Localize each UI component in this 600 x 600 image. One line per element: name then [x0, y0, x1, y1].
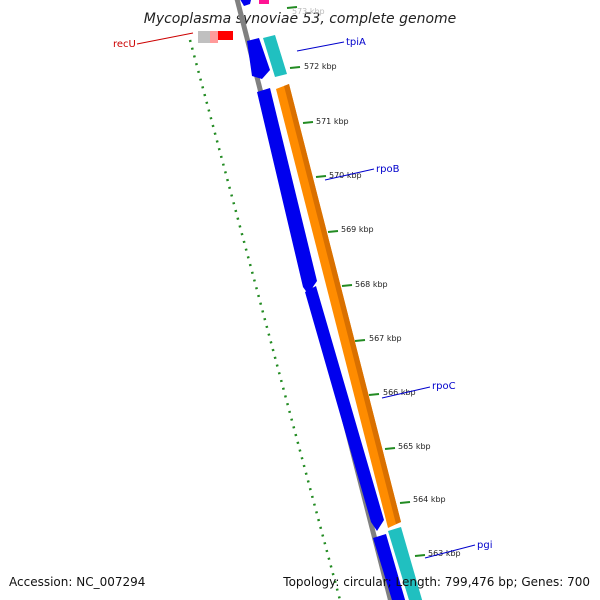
tick-label-partial: 573 kbp: [292, 7, 325, 16]
gene-label-recU: recU: [113, 39, 136, 50]
tick-label: 565 kbp: [398, 442, 431, 451]
cds-rpoC: [305, 286, 384, 531]
reverse-features: [198, 0, 269, 43]
feature-pink-light: [210, 31, 218, 43]
leader-pgi: [424, 544, 476, 559]
gene-label-pgi: pgi: [477, 540, 492, 551]
tick-label: 567 kbp: [369, 334, 402, 343]
feature-orange-edge: [284, 84, 401, 524]
tick-marks: [286, 6, 426, 557]
feature-red: [218, 31, 233, 40]
gene-label-tpiA: tpiA: [346, 37, 366, 48]
cyan-features: [263, 35, 423, 600]
feature-grey: [198, 31, 210, 43]
tick-label: 566 kbp: [383, 388, 416, 397]
tick-label: 572 kbp: [304, 62, 337, 71]
feature-pink-top: [259, 0, 269, 4]
tick-labels: 573 kbp 572 kbp 571 kbp 570 kbp 569 kbp …: [292, 7, 461, 558]
cds-track: [247, 38, 406, 600]
tick-label: 569 kbp: [341, 225, 374, 234]
map-title: Mycoplasma synoviae 53, complete genome: [144, 11, 457, 27]
feature-cyan-tpiA: [263, 35, 287, 77]
leader-rpoC: [381, 386, 431, 399]
leader-recU: [136, 32, 194, 45]
tick-label: 563 kbp: [428, 549, 461, 558]
genome-summary: Topology: circular; Length: 799,476 bp; …: [283, 575, 590, 589]
tick-label: 568 kbp: [355, 280, 388, 289]
leader-rpoB: [324, 168, 375, 181]
gene-label-rpoB: rpoB: [376, 164, 400, 175]
accession-label: Accession: NC_007294: [9, 575, 146, 589]
feature-cyan-pgi: [388, 527, 423, 600]
gc-skew-track: [188, 39, 342, 600]
cds-tpiA: [247, 38, 270, 79]
gene-labels: recU tpiA rpoB rpoC pgi: [113, 37, 492, 551]
gene-feature-track: [276, 84, 401, 528]
leader-tpiA: [296, 41, 345, 52]
tick-label: 564 kbp: [413, 495, 446, 504]
cds-rpoB: [257, 88, 317, 294]
cds-pgi: [373, 534, 406, 600]
feature-blue-top: [240, 0, 251, 6]
gene-label-rpoC: rpoC: [432, 381, 456, 392]
tick-label: 571 kbp: [316, 117, 349, 126]
gene-leaders: [136, 32, 476, 559]
